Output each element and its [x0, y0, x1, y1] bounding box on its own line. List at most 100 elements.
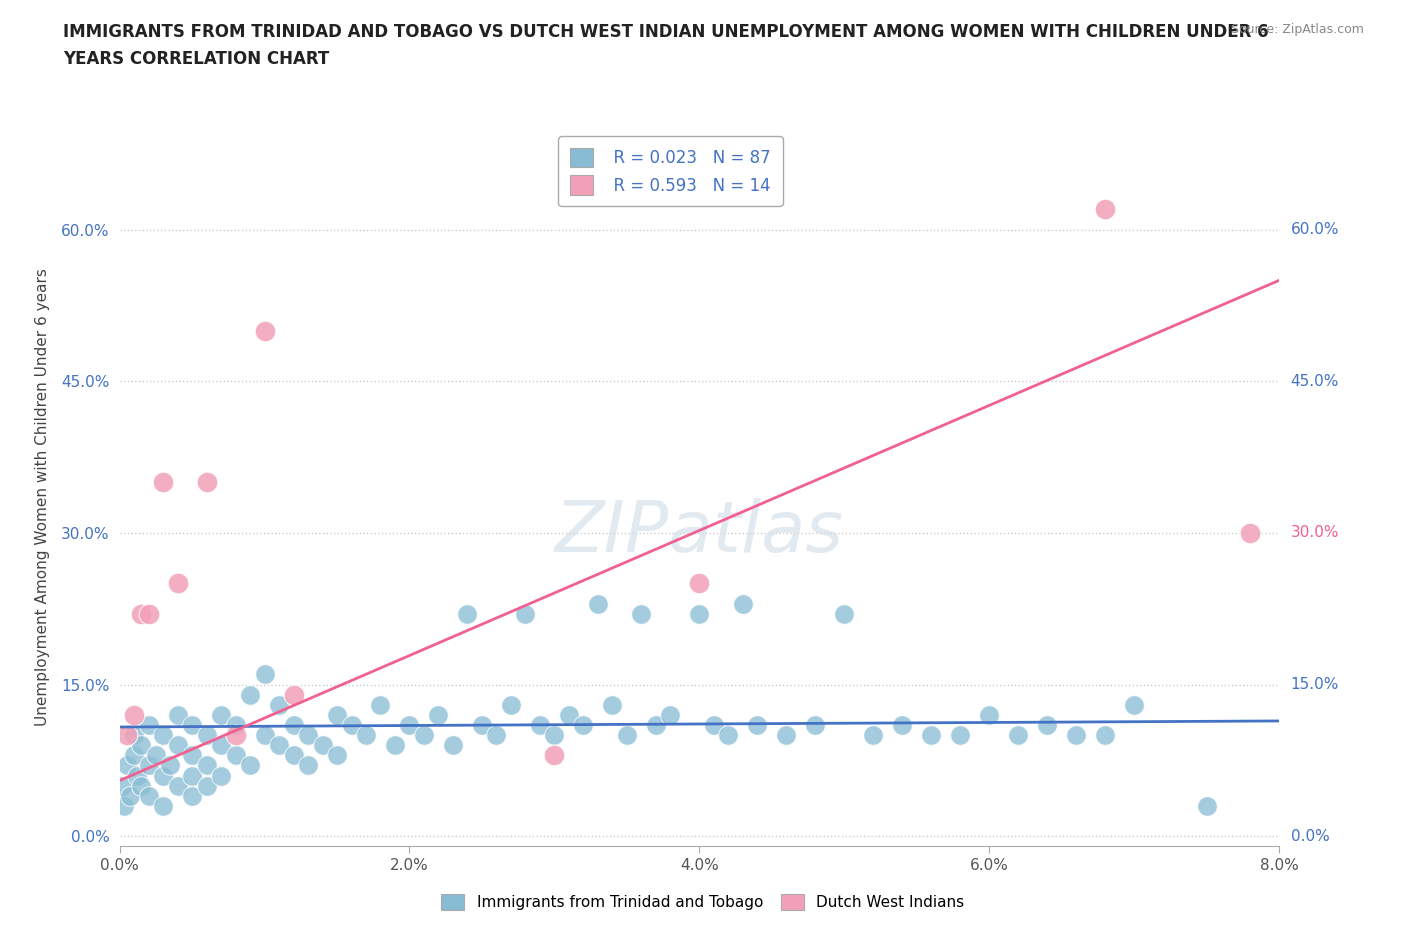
Point [775, 727, 797, 742]
Point [515, 606, 537, 621]
Point [586, 596, 609, 611]
Point [731, 596, 754, 611]
Point [979, 708, 1001, 723]
Point [949, 727, 972, 742]
Text: 60.0%: 60.0% [1291, 222, 1339, 237]
Point [152, 727, 174, 742]
Point [326, 708, 349, 723]
Point [138, 718, 160, 733]
Point [159, 758, 181, 773]
Point [225, 748, 247, 763]
Point [138, 606, 160, 621]
Point [209, 768, 232, 783]
Point [125, 768, 148, 783]
Text: IMMIGRANTS FROM TRINIDAD AND TOBAGO VS DUTCH WEST INDIAN UNEMPLOYMENT AMONG WOME: IMMIGRANTS FROM TRINIDAD AND TOBAGO VS D… [63, 23, 1268, 68]
Point [921, 727, 943, 742]
Point [122, 727, 145, 742]
Point [129, 778, 152, 793]
Point [209, 708, 232, 723]
Point [398, 718, 420, 733]
Point [166, 778, 188, 793]
Point [166, 576, 188, 591]
Point [209, 737, 232, 752]
Point [122, 748, 145, 763]
Point [195, 758, 218, 773]
Point [326, 748, 349, 763]
Point [181, 718, 204, 733]
Text: 0.0%: 0.0% [1291, 829, 1329, 844]
Point [122, 708, 145, 723]
Point [195, 475, 218, 490]
Point [195, 727, 218, 742]
Text: 30.0%: 30.0% [1291, 525, 1339, 540]
Point [384, 737, 406, 752]
Point [717, 727, 740, 742]
Point [572, 718, 595, 733]
Point [1007, 727, 1029, 742]
Point [181, 789, 204, 804]
Point [529, 718, 551, 733]
Point [354, 727, 377, 742]
Legend:   R = 0.023   N = 87,   R = 0.593   N = 14: R = 0.023 N = 87, R = 0.593 N = 14 [558, 136, 783, 206]
Point [166, 737, 188, 752]
Point [112, 799, 135, 814]
Point [413, 727, 436, 742]
Point [239, 687, 262, 702]
Point [340, 718, 363, 733]
Point [152, 475, 174, 490]
Point [441, 737, 464, 752]
Point [253, 667, 276, 682]
Point [456, 606, 478, 621]
Legend: Immigrants from Trinidad and Tobago, Dutch West Indians: Immigrants from Trinidad and Tobago, Dut… [434, 886, 972, 918]
Point [253, 324, 276, 339]
Point [267, 698, 290, 712]
Point [152, 768, 174, 783]
Point [703, 718, 725, 733]
Point [118, 789, 141, 804]
Point [225, 727, 247, 742]
Point [138, 789, 160, 804]
Point [862, 727, 884, 742]
Point [543, 727, 565, 742]
Point [689, 606, 711, 621]
Text: 15.0%: 15.0% [1291, 677, 1339, 692]
Point [471, 718, 494, 733]
Point [115, 758, 138, 773]
Point [297, 727, 319, 742]
Point [602, 698, 624, 712]
Point [129, 737, 152, 752]
Text: Source: ZipAtlas.com: Source: ZipAtlas.com [1230, 23, 1364, 36]
Point [834, 606, 856, 621]
Point [1239, 525, 1261, 540]
Point [111, 778, 134, 793]
Point [543, 748, 565, 763]
Point [558, 708, 581, 723]
Text: 45.0%: 45.0% [1291, 374, 1339, 389]
Point [225, 718, 247, 733]
Point [297, 758, 319, 773]
Point [129, 606, 152, 621]
Point [485, 727, 508, 742]
Point [1094, 727, 1116, 742]
Point [253, 727, 276, 742]
Text: ZIPatlas: ZIPatlas [555, 498, 844, 567]
Point [311, 737, 333, 752]
Point [1094, 202, 1116, 217]
Point [283, 718, 305, 733]
Point [138, 758, 160, 773]
Point [181, 748, 204, 763]
Point [1066, 727, 1088, 742]
Point [370, 698, 392, 712]
Point [747, 718, 769, 733]
Point [427, 708, 450, 723]
Point [152, 799, 174, 814]
Point [891, 718, 914, 733]
Point [1195, 799, 1218, 814]
Point [804, 718, 827, 733]
Point [616, 727, 638, 742]
Point [630, 606, 652, 621]
Point [166, 708, 188, 723]
Point [283, 748, 305, 763]
Point [115, 727, 138, 742]
Point [195, 778, 218, 793]
